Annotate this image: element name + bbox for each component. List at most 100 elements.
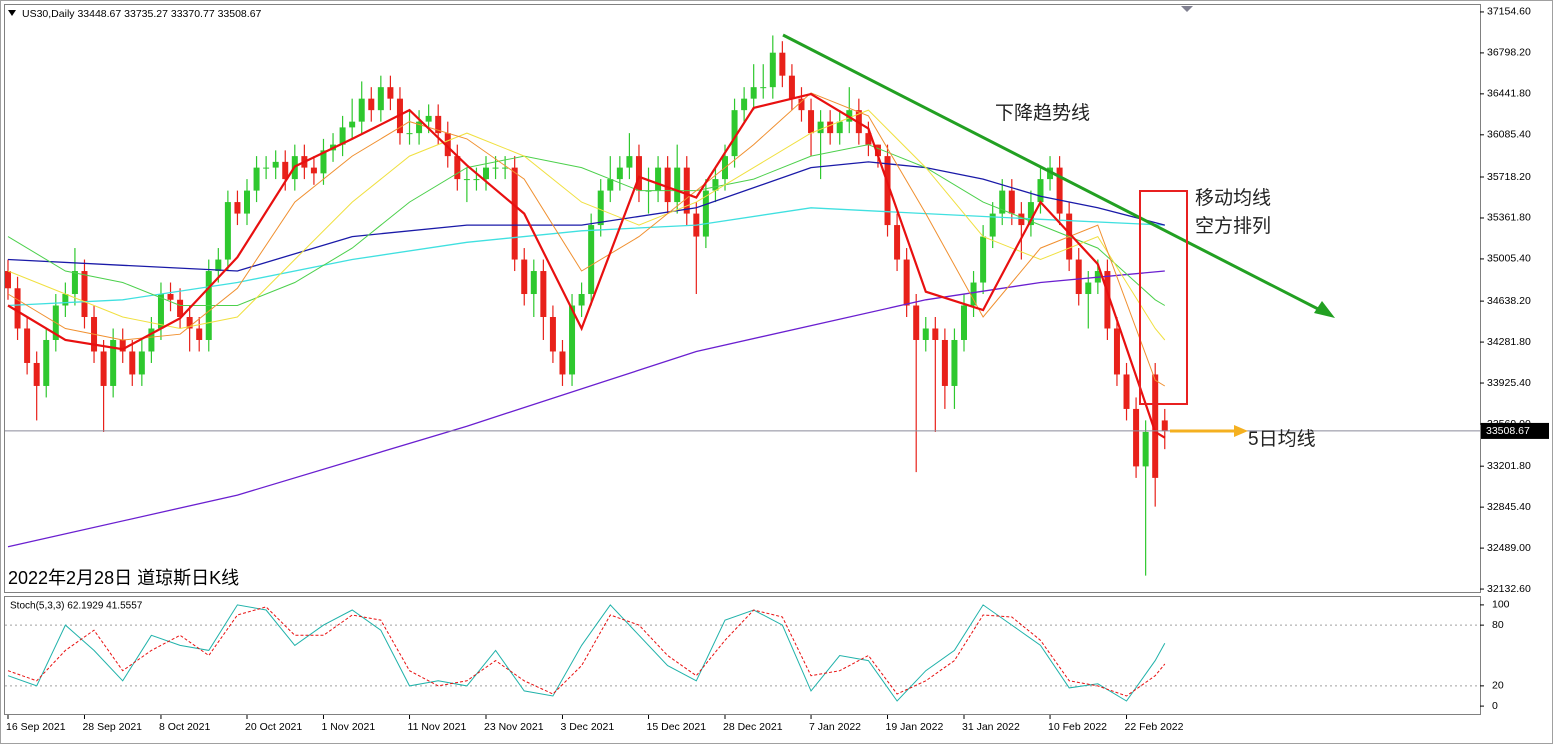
candle-body xyxy=(454,156,461,180)
indicator-line xyxy=(7,92,1166,439)
candle-body xyxy=(941,339,948,386)
main-panel xyxy=(4,4,1481,593)
candle-body xyxy=(24,328,31,363)
candle-body xyxy=(578,294,585,306)
candle-body xyxy=(540,271,547,318)
candle-body xyxy=(349,121,356,128)
y-tick-label: 32845.40 xyxy=(1487,501,1531,513)
candle-body xyxy=(272,161,279,168)
candle-body xyxy=(865,133,872,145)
candle-body xyxy=(1037,179,1044,203)
candle-body xyxy=(1133,408,1140,467)
candle-body xyxy=(922,328,929,340)
candle-body xyxy=(215,259,222,272)
candle-body xyxy=(435,115,442,134)
y-tick-label: 34281.80 xyxy=(1487,336,1531,348)
x-tick-label: 22 Feb 2022 xyxy=(1125,721,1184,733)
candle-body xyxy=(626,156,633,168)
indicator-line xyxy=(7,604,1166,702)
candle-body xyxy=(253,167,260,191)
y-tick-label: 36798.20 xyxy=(1487,47,1531,59)
candle-body xyxy=(530,271,537,295)
x-tick-label: 7 Jan 2022 xyxy=(809,721,861,733)
candle-body xyxy=(664,167,671,203)
candle-body xyxy=(196,328,203,340)
y-tick-label: 80 xyxy=(1492,619,1504,631)
x-tick-label: 28 Dec 2021 xyxy=(723,721,783,733)
x-tick-label: 19 Jan 2022 xyxy=(886,721,944,733)
candle-body xyxy=(913,305,920,340)
candle-body xyxy=(999,190,1006,214)
indicator-line xyxy=(7,606,1166,697)
candle-body xyxy=(43,339,50,386)
candle-body xyxy=(588,225,595,295)
candle-body xyxy=(731,110,738,157)
annotation: 空方排列 xyxy=(1195,215,1271,237)
candle-body xyxy=(712,179,719,191)
y-tick-label: 32489.00 xyxy=(1487,542,1531,554)
chart-title: 2022年2月28日 道琼斯日K线 xyxy=(8,568,239,588)
last-price-label: 33508.67 xyxy=(1486,425,1530,437)
y-tick-label: 35005.40 xyxy=(1487,253,1531,265)
indicator-line xyxy=(7,161,1165,272)
y-tick-label: 33925.40 xyxy=(1487,377,1531,389)
candle-body xyxy=(263,167,270,169)
shift-marker xyxy=(1181,6,1193,12)
candle-body xyxy=(788,75,795,99)
candle-body xyxy=(750,87,757,99)
y-tick-label: 37154.60 xyxy=(1487,6,1531,18)
candle-body xyxy=(244,190,250,214)
x-tick-label: 23 Nov 2021 xyxy=(484,721,544,733)
candle-body xyxy=(616,167,623,180)
last-price-box xyxy=(1481,422,1549,439)
candle-body xyxy=(817,121,824,134)
trend-arrow-head xyxy=(1314,301,1335,318)
candle-body xyxy=(655,167,662,191)
candle-body xyxy=(1027,202,1034,226)
candle-body xyxy=(406,133,413,135)
candle-body xyxy=(874,144,881,157)
candle-body xyxy=(607,179,614,191)
y-tick-label: 0 xyxy=(1492,700,1498,712)
y-tick-label: 35361.80 xyxy=(1487,212,1531,224)
candle-body xyxy=(521,259,528,295)
candle-body xyxy=(62,294,69,306)
candle-body xyxy=(702,190,709,237)
candle-body xyxy=(138,351,145,375)
stoch-title: Stoch(5,3,3) 62.1929 41.5557 xyxy=(10,601,143,612)
plot-layer: 37154.60 36798.20 36441.80 36085.40 35718.20… xyxy=(5,6,1549,733)
candle-body xyxy=(234,202,241,214)
candle-body xyxy=(1161,420,1168,431)
highlight-box xyxy=(1139,190,1188,405)
candle-body xyxy=(387,87,394,99)
x-tick-label: 1 Nov 2021 xyxy=(321,721,375,733)
y-tick-label: 100 xyxy=(1492,599,1510,611)
candle-body xyxy=(310,167,317,174)
chart-header: US30,Daily 33448.67 33735.27 33370.77 33… xyxy=(22,8,262,20)
indicator-line xyxy=(7,270,1165,548)
candle-body xyxy=(5,271,11,289)
x-tick-label: 10 Feb 2022 xyxy=(1048,721,1107,733)
candle-body xyxy=(81,271,88,318)
annotation: 下降趋势线 xyxy=(995,102,1090,124)
candle-body xyxy=(1008,190,1015,214)
header-icon xyxy=(8,10,16,16)
y-tick-label: 36085.40 xyxy=(1487,129,1531,141)
candle-body xyxy=(444,133,451,157)
x-tick-label: 11 Nov 2021 xyxy=(408,721,467,733)
candle-body xyxy=(932,328,939,340)
candle-body xyxy=(569,305,576,375)
candle-body xyxy=(511,167,518,260)
candle-body xyxy=(186,317,193,329)
candle-body xyxy=(549,317,556,352)
y-tick-label: 20 xyxy=(1492,680,1504,692)
x-tick-label: 31 Jan 2022 xyxy=(962,721,1020,733)
candle-body xyxy=(1018,213,1025,226)
candle-body xyxy=(167,294,174,300)
candle-body xyxy=(559,351,566,375)
candle-body xyxy=(71,271,78,295)
x-tick-label: 8 Oct 2021 xyxy=(159,721,211,733)
candle-body xyxy=(674,167,681,203)
y-tick-label: 36441.80 xyxy=(1487,88,1531,100)
